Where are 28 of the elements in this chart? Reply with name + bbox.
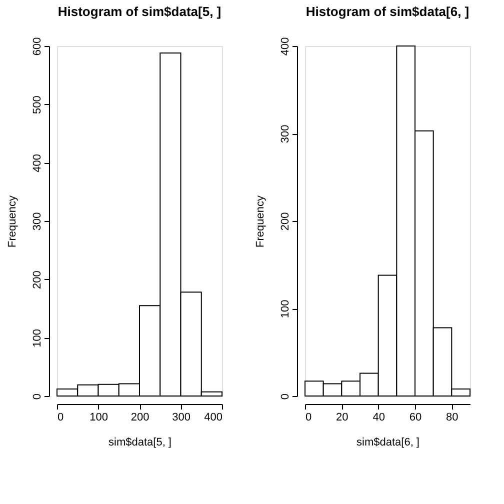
y-tick-label: 0 bbox=[32, 393, 44, 400]
x-tick-label: 40 bbox=[372, 412, 385, 424]
x-tick-label: 0 bbox=[306, 412, 312, 424]
y-tick-label: 300 bbox=[280, 124, 292, 144]
x-tick-label: 300 bbox=[172, 412, 190, 424]
y-tick-label: 200 bbox=[280, 212, 292, 231]
x-tick-label: 200 bbox=[130, 412, 150, 424]
x-tick-label: 60 bbox=[409, 412, 422, 424]
x-tick-label: 100 bbox=[90, 412, 108, 424]
y-tick-label: 600 bbox=[32, 37, 44, 56]
y-tick-label: 200 bbox=[32, 270, 44, 290]
y-tick-label: 300 bbox=[32, 212, 44, 231]
x-tick-label: 0 bbox=[58, 412, 64, 424]
x-axis-title: sim$data[5, ] bbox=[108, 436, 172, 448]
x-tick-label: 20 bbox=[336, 412, 348, 424]
y-tick-label: 400 bbox=[280, 37, 292, 56]
y-tick-label: 100 bbox=[32, 328, 44, 348]
chart-title: Histogram of sim$data[6, ] bbox=[306, 4, 470, 19]
y-axis-title: Frequency bbox=[6, 195, 18, 248]
chart-title: Histogram of sim$data[5, ] bbox=[58, 4, 222, 19]
y-tick-label: 0 bbox=[280, 393, 292, 400]
y-tick-label: 500 bbox=[32, 96, 44, 114]
y-tick-label: 400 bbox=[32, 154, 44, 172]
x-axis-title: sim$data[6, ] bbox=[356, 436, 420, 448]
x-tick-label: 80 bbox=[446, 412, 458, 424]
x-tick-label: 400 bbox=[204, 412, 222, 424]
y-axis-title: Frequency bbox=[254, 195, 266, 248]
y-tick-label: 100 bbox=[280, 300, 292, 318]
